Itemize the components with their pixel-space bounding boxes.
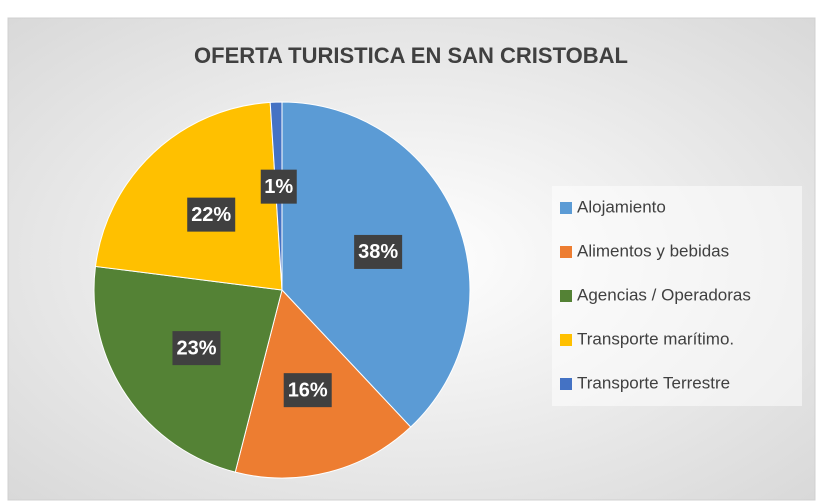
data-label: 23% [176,337,216,359]
legend-label: Alojamiento [577,197,666,216]
legend-label: Transporte marítimo. [577,329,734,348]
data-label: 38% [358,241,398,263]
chart-title: OFERTA TURISTICA EN SAN CRISTOBAL [194,43,628,68]
data-label-box [283,373,332,408]
legend-label: Transporte Terrestre [577,373,730,392]
pie-slice [94,101,283,291]
legend-swatch [560,334,572,346]
data-label-box [260,169,297,204]
legend-swatch [560,246,572,258]
data-label-box [172,331,221,366]
data-label-box [354,234,403,269]
legend-swatch [560,290,572,302]
pie-slice [93,265,283,473]
data-label: 22% [191,204,231,226]
legend-swatch [560,202,572,214]
legend-label: Alimentos y bebidas [577,241,729,260]
data-label: 1% [264,176,293,198]
legend-label: Agencias / Operadoras [577,285,751,304]
data-label-box [187,197,236,232]
legend-box [552,186,802,406]
data-label: 16% [288,379,328,401]
legend-swatch [560,378,572,390]
